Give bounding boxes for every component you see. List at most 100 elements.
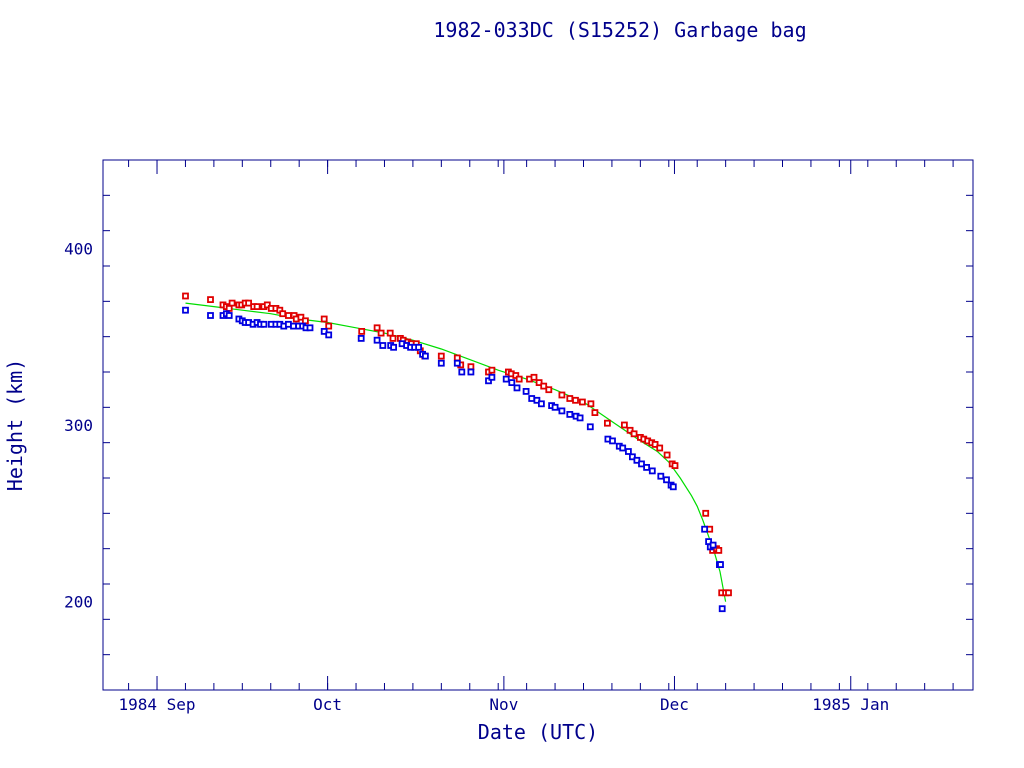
fit-curve [185,302,727,602]
perigee-point [551,403,559,411]
perigee-point [467,368,475,376]
apogee-point [325,322,333,330]
perigee-point [558,407,566,415]
x-tick-label: 1985 Jan [812,695,889,714]
apogee-point [604,419,611,427]
perigee-point [625,448,632,455]
apogee-point [373,324,381,332]
perigee-point [609,437,616,445]
perigee-point [458,368,466,376]
apogee-point [579,398,586,406]
apogee-point [437,352,445,360]
data-points [182,292,732,613]
perigee-point [638,460,645,468]
axis-tick-labels: 200 300 400 1984 Sep Oct Nov Dec 1985 Jan [64,239,889,714]
apogee-point [545,386,553,394]
apogee-point [358,327,366,335]
y-tick-label: 400 [64,239,93,258]
apogee-point [301,317,309,325]
chart-title: 1982-033DC (S15252) Garbage bag [433,18,806,42]
perigee-point [390,343,398,351]
perigee-point [663,476,670,484]
apogee-point [572,396,579,404]
apogee-point [630,430,638,438]
perigee-point [207,312,214,319]
x-axis-label: Date (UTC) [478,720,598,744]
apogee-point [558,391,566,399]
apogee-point [725,589,732,597]
perigee-point [373,336,381,344]
apogee-point [284,312,292,319]
perigee-point [325,331,333,339]
apogee-point [626,426,634,434]
perigee-point [415,343,423,351]
perigee-point [669,483,677,491]
perigee-point [701,525,708,533]
apogee-point [515,375,523,383]
apogee-point [182,292,189,300]
apogee-point [702,509,710,517]
apogee-point [228,299,236,307]
perigee-point [619,444,627,452]
y-tick-label: 300 [64,416,93,435]
apogee-point [663,451,671,459]
apogee-point [488,366,496,374]
perigee-point [648,467,656,475]
apogee-point [245,299,253,307]
apogee-point [453,354,461,362]
perigee-point [357,334,365,342]
perigee-point [533,396,541,404]
perigee-point [260,320,268,328]
perigee-point [225,312,233,319]
apogee-point [263,301,271,309]
apogee-point [591,409,599,417]
apogee-point [587,400,595,408]
apogee-point [389,334,397,342]
apogee-point [225,304,233,312]
x-tick-label: Dec [660,695,689,714]
perigee-point [502,375,510,383]
perigee-point [538,400,545,408]
perigee-point [421,352,429,360]
apogee-point [656,444,664,452]
apogee-point [530,373,538,381]
perigee-point [717,561,724,568]
apogee-point [297,313,305,321]
x-tick-label: Oct [313,695,342,714]
perigee-point [306,324,314,332]
perigee-point [522,387,530,395]
x-tick-label: 1984 Sep [118,695,195,714]
perigee-point [718,605,726,613]
apogee-point [386,329,394,337]
perigee-point [488,373,496,381]
apogee-point [377,329,385,337]
perigee-point [508,379,516,387]
apogee-point [279,310,287,318]
apogee-point [566,395,574,402]
perigee-point [566,410,574,418]
apogee-point [671,462,679,470]
perigee-point [643,463,650,471]
perigee-point [320,327,328,335]
perigee-point [379,342,387,349]
apogee-point [715,547,723,554]
perigee-point [437,359,445,367]
perigee-point [657,472,665,480]
apogee-point [253,303,261,311]
apogee-point [467,363,475,371]
perigee-point [629,453,636,461]
y-axis-label: Height (km) [3,359,27,491]
apogee-point [512,372,520,379]
apogee-point [621,421,628,429]
perigee-point [513,384,521,392]
plot-frame [102,159,974,691]
apogee-point [207,296,214,304]
apogee-point [651,440,659,448]
apogee-point [320,315,328,323]
perigee-point [453,359,461,367]
perigee-point [633,456,641,464]
perigee-point [182,306,189,314]
apogee-point [535,379,543,387]
axis-ticks [103,159,973,691]
